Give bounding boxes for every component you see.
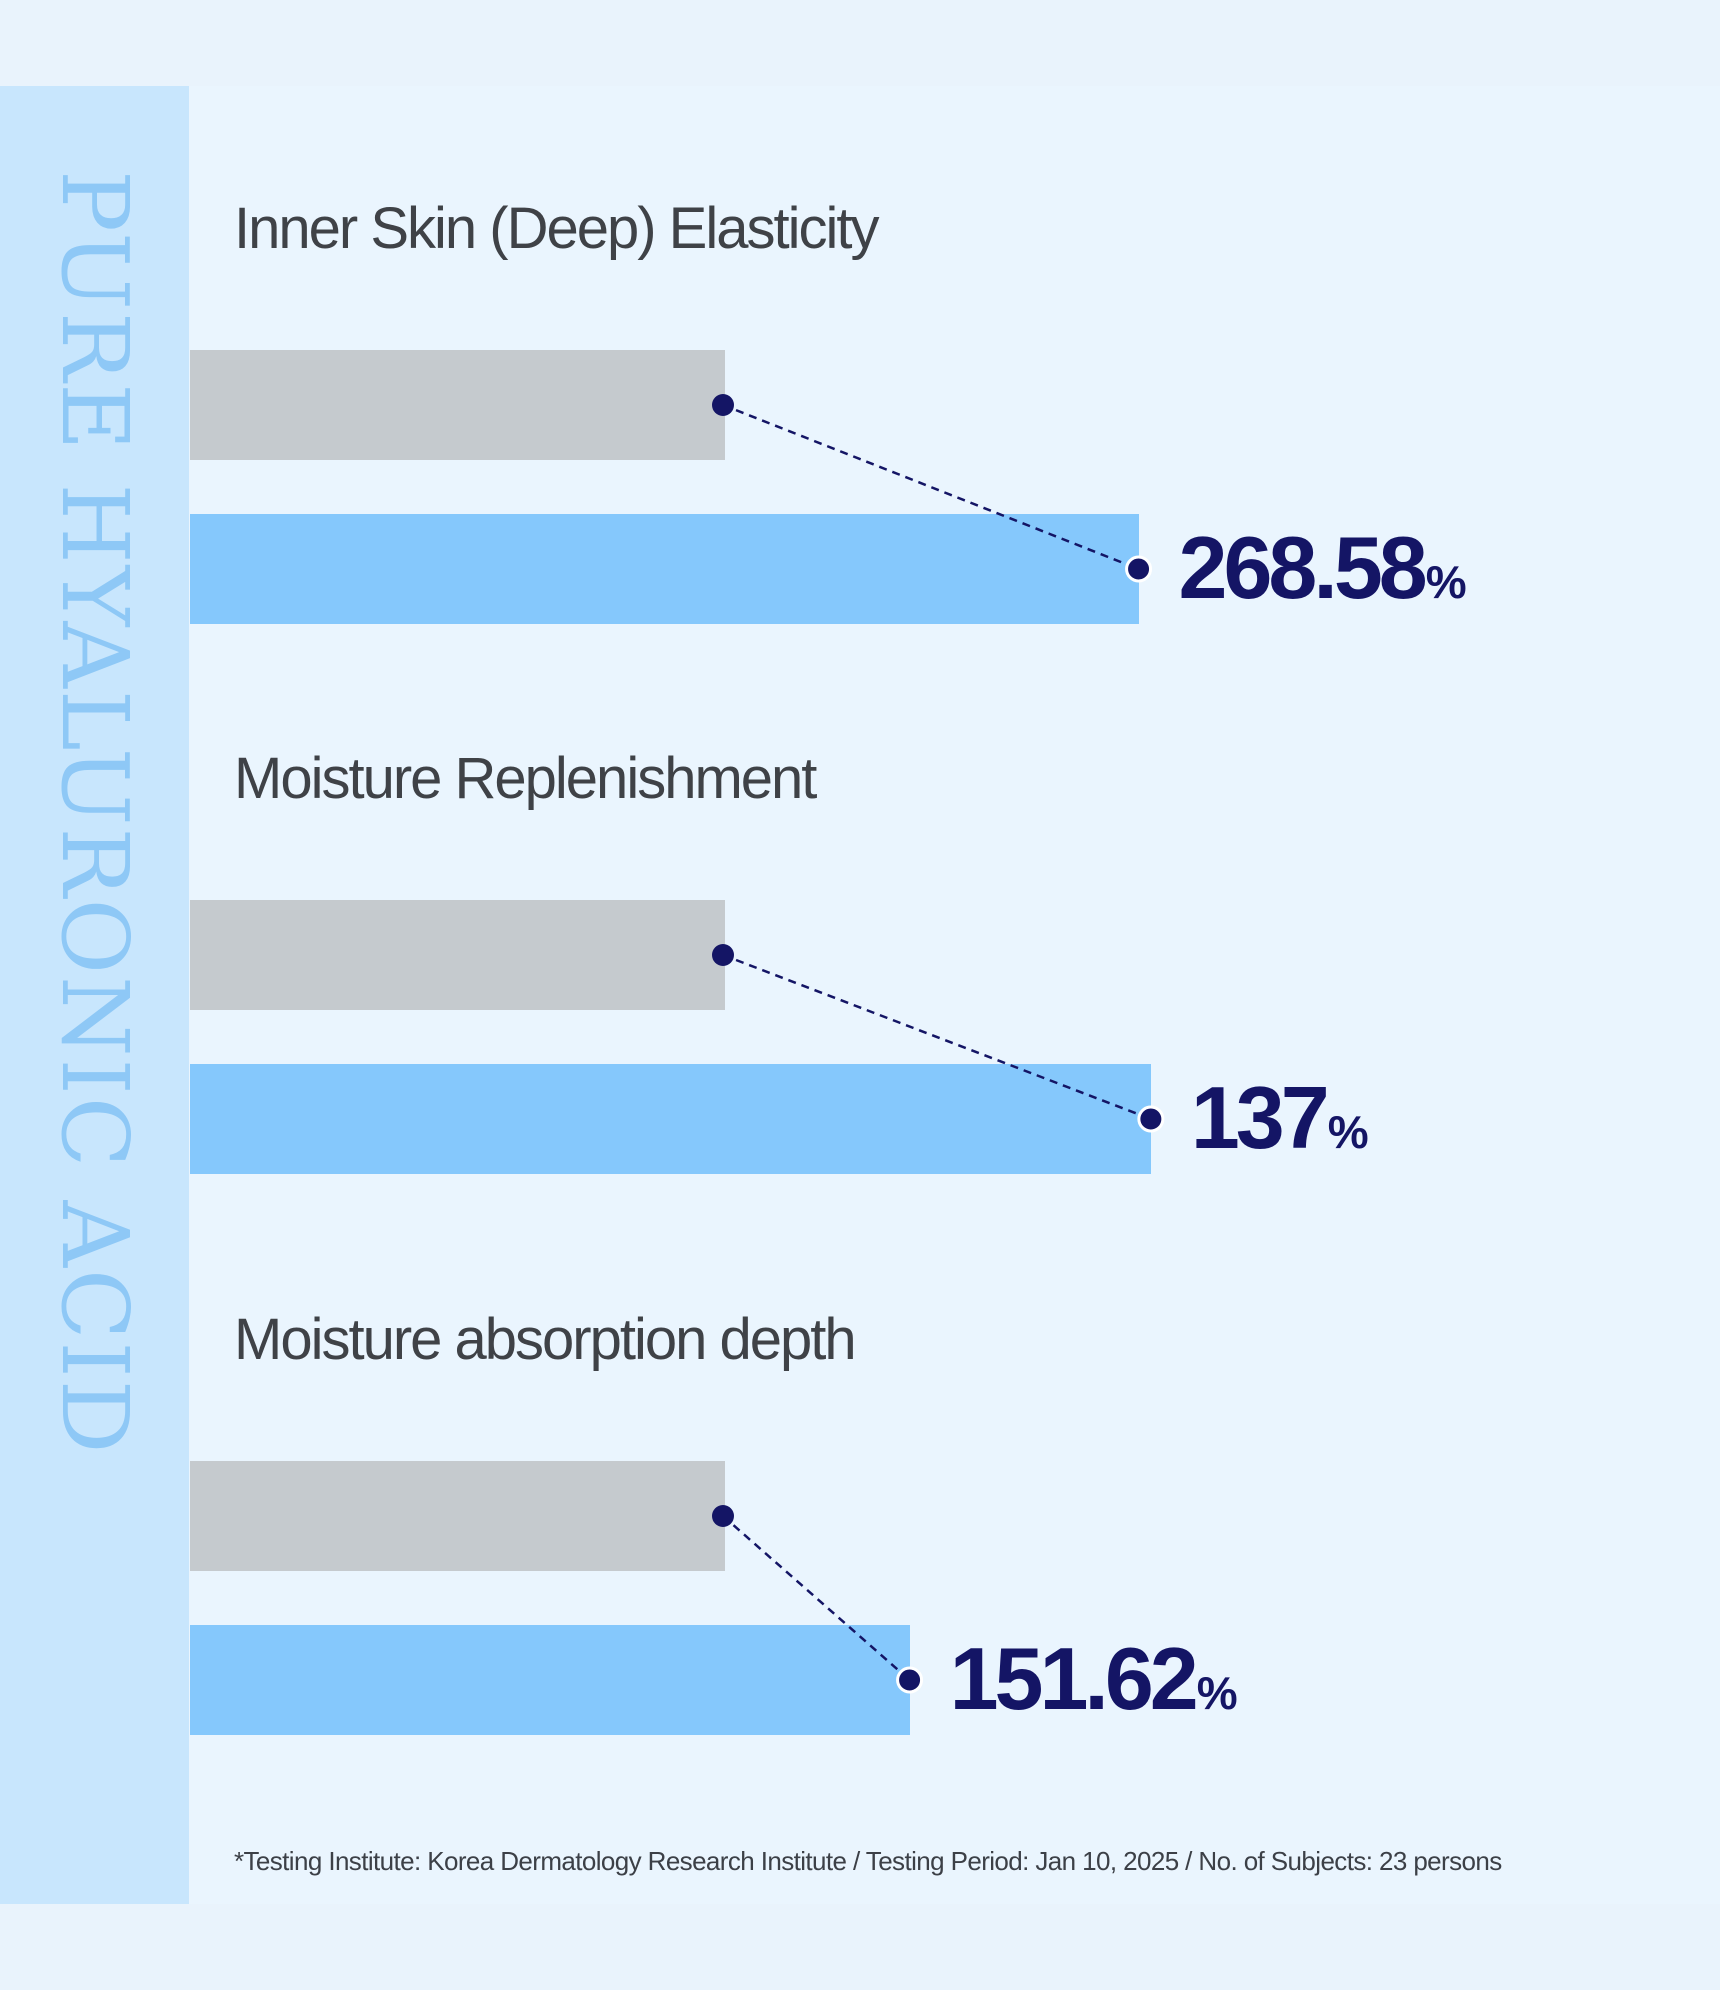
bar-after bbox=[190, 1625, 910, 1735]
percent-label: 268.58% bbox=[1179, 524, 1467, 612]
dot-after bbox=[1125, 555, 1153, 583]
bar-before bbox=[190, 350, 725, 460]
bar-before bbox=[190, 1461, 725, 1571]
metric-title: Moisture Replenishment bbox=[234, 746, 817, 811]
percent-value: 151.62 bbox=[949, 1629, 1199, 1728]
footnote: *Testing Institute: Korea Dermatology Re… bbox=[234, 1846, 1502, 1876]
side-strip bbox=[0, 86, 189, 1904]
metric-title: Inner Skin (Deep) Elasticity bbox=[234, 196, 879, 261]
bar-after bbox=[190, 1064, 1151, 1174]
connector-line bbox=[722, 1515, 911, 1681]
percent-label: 151.62% bbox=[950, 1635, 1238, 1723]
bar-before bbox=[190, 900, 725, 1010]
percent-unit: % bbox=[1425, 556, 1467, 608]
percent-unit: % bbox=[1196, 1667, 1238, 1719]
bar-after bbox=[190, 514, 1139, 624]
metric-title: Moisture absorption depth bbox=[234, 1307, 857, 1372]
percent-unit: % bbox=[1327, 1106, 1369, 1158]
dot-after bbox=[1137, 1105, 1165, 1133]
dot-before bbox=[712, 1505, 734, 1527]
connector-line bbox=[722, 403, 1140, 571]
dot-before bbox=[712, 944, 734, 966]
percent-value: 137 bbox=[1190, 1068, 1330, 1167]
percent-value: 268.58 bbox=[1178, 518, 1428, 617]
percent-label: 137% bbox=[1191, 1074, 1369, 1162]
side-title: PURE HYALURONIC ACID bbox=[41, 170, 148, 1456]
dot-before bbox=[712, 394, 734, 416]
connector-line bbox=[722, 953, 1152, 1121]
dot-after bbox=[896, 1666, 924, 1694]
